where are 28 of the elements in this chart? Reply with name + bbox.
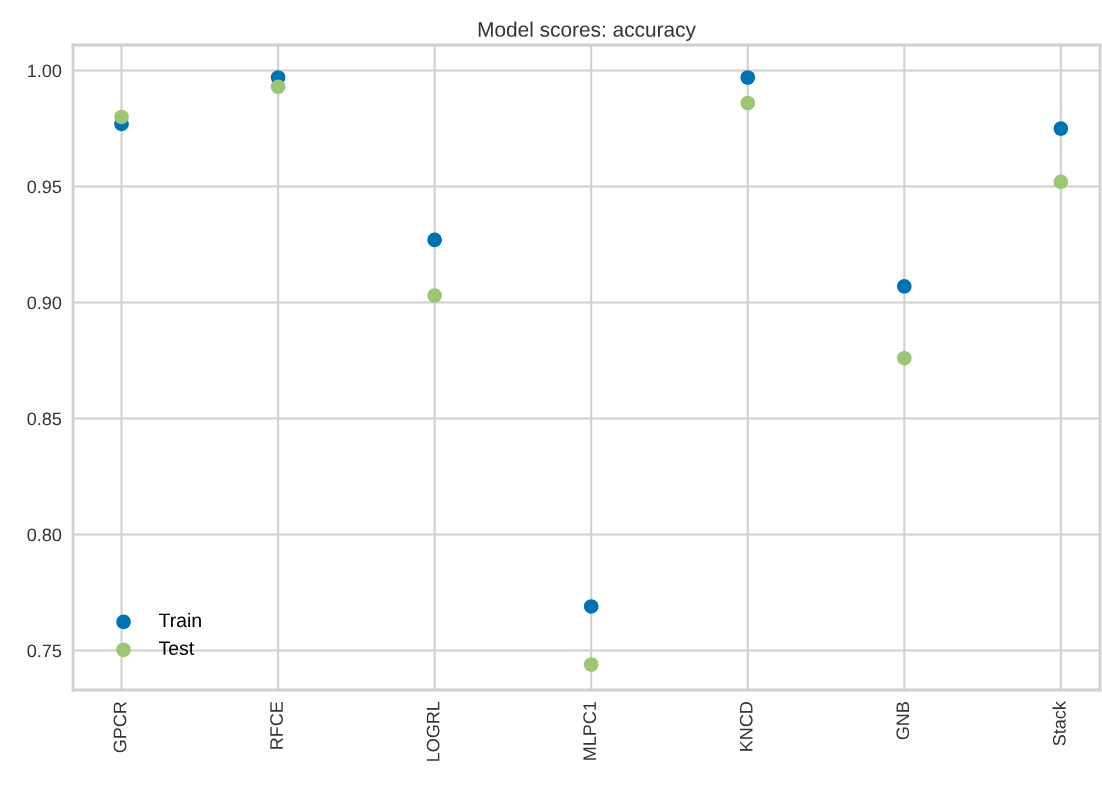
point [897,350,912,366]
x-tick-label: KNCD [739,701,753,751]
point [427,232,442,248]
point [114,109,129,125]
x-tick-label: RFCE [270,701,283,749]
point [583,599,599,614]
legend-label: Train [158,612,201,628]
chart-title: Model scores: accuracy [478,21,696,41]
x-tick-label: Stack [1052,701,1066,746]
y-tick-label: 0.90 [27,296,62,310]
x-tick-label: LOGRL [426,701,440,761]
y-tick-label: 1.00 [28,64,62,78]
point [740,70,756,85]
legend-label: Test [158,641,195,656]
x-tick-label: MLPC1 [583,701,597,760]
x-tick-label: GPCR [113,701,127,753]
x-tick-label: GNB [896,702,910,740]
y-tick-label: 0.80 [27,528,62,542]
point [270,79,286,95]
point [897,279,912,294]
point [583,657,599,672]
y-tick-label: 0.75 [27,644,62,658]
point [427,288,442,303]
y-tick-label: 0.85 [27,412,62,426]
point [740,95,756,111]
point [1053,174,1069,190]
point [1053,121,1069,136]
y-tick-label: 0.95 [27,180,62,194]
